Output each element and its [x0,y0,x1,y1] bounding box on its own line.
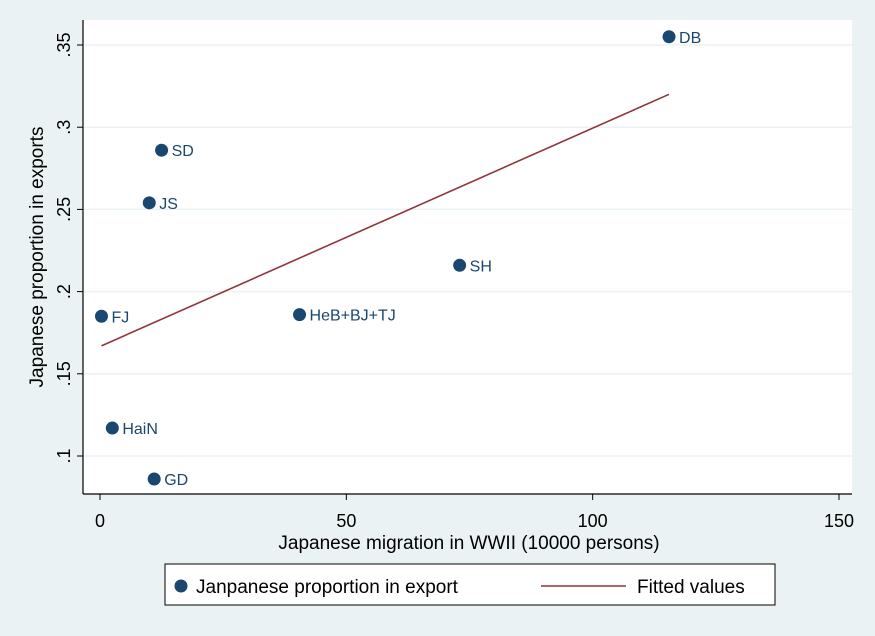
point-label: SD [172,143,194,160]
scatter-point [94,309,108,323]
scatter-point [155,143,169,157]
fitted-line [101,93,670,347]
x-tick-label: 100 [578,511,608,531]
y-tick-label: .1 [54,448,74,463]
scatter-point [453,258,467,272]
legend-label-fitted: Fitted values [637,577,745,598]
point-label: JS [159,196,178,213]
point-label: FJ [111,309,129,326]
y-tick-label: .25 [54,197,74,222]
x-tick-label: 150 [824,511,854,531]
scatter-point [142,196,156,210]
x-tick-label: 50 [336,511,356,531]
y-tick-label: .2 [54,284,74,299]
x-axis-label: Japanese migration in WWII (10000 person… [278,533,659,554]
scatter-point [662,30,676,44]
y-tick-label: .35 [54,32,74,57]
point-label: DB [679,30,701,47]
x-tick-label: 0 [95,511,105,531]
y-tick-label: .3 [54,120,74,135]
legend-box [164,563,776,606]
legend: Janpanese proportion in export Fitted va… [164,563,776,606]
scatter-point [293,308,307,322]
point-label: HeB+BJ+TJ [310,308,396,325]
legend-marker-scatter [174,579,188,593]
point-label: SH [470,258,492,275]
y-axis-label: Japanese proportion in exports [27,127,48,388]
plot-area [83,20,852,494]
point-label: GD [164,472,188,489]
axes: .1 .15 .2 .25 .3 .35 0 50 100 150 [54,20,854,531]
scatter-points-layer: DB SD JS SH FJ HeB+BJ+TJ HaiN GD [94,30,701,489]
scatter-point [147,472,161,486]
scatter-point [105,421,119,435]
legend-label-scatter: Janpanese proportion in export [196,577,459,598]
gridlines [84,44,852,457]
point-label: HaiN [122,421,158,438]
fitted-line-layer [101,93,670,347]
y-tick-label: .15 [54,361,74,386]
